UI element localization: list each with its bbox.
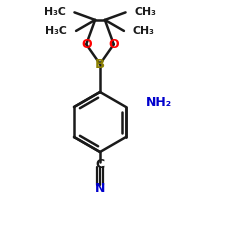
Text: NH₂: NH₂: [146, 96, 172, 110]
Text: C: C: [96, 158, 104, 170]
Text: B: B: [95, 58, 105, 70]
Text: O: O: [81, 38, 92, 51]
Text: CH₃: CH₃: [133, 26, 155, 36]
Text: O: O: [108, 38, 119, 51]
Text: H₃C: H₃C: [44, 8, 66, 18]
Text: H₃C: H₃C: [45, 26, 67, 36]
Text: N: N: [95, 182, 105, 194]
Text: CH₃: CH₃: [134, 8, 156, 18]
